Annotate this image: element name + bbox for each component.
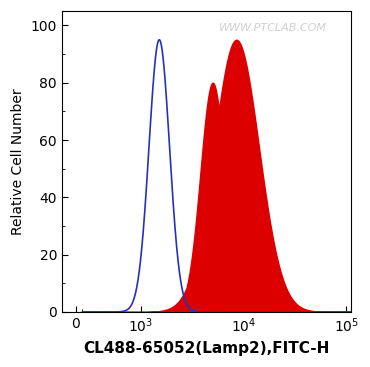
Y-axis label: Relative Cell Number: Relative Cell Number xyxy=(11,88,25,235)
X-axis label: CL488-65052(Lamp2),FITC-H: CL488-65052(Lamp2),FITC-H xyxy=(83,341,329,356)
Text: WWW.PTCLAB.COM: WWW.PTCLAB.COM xyxy=(219,23,327,33)
